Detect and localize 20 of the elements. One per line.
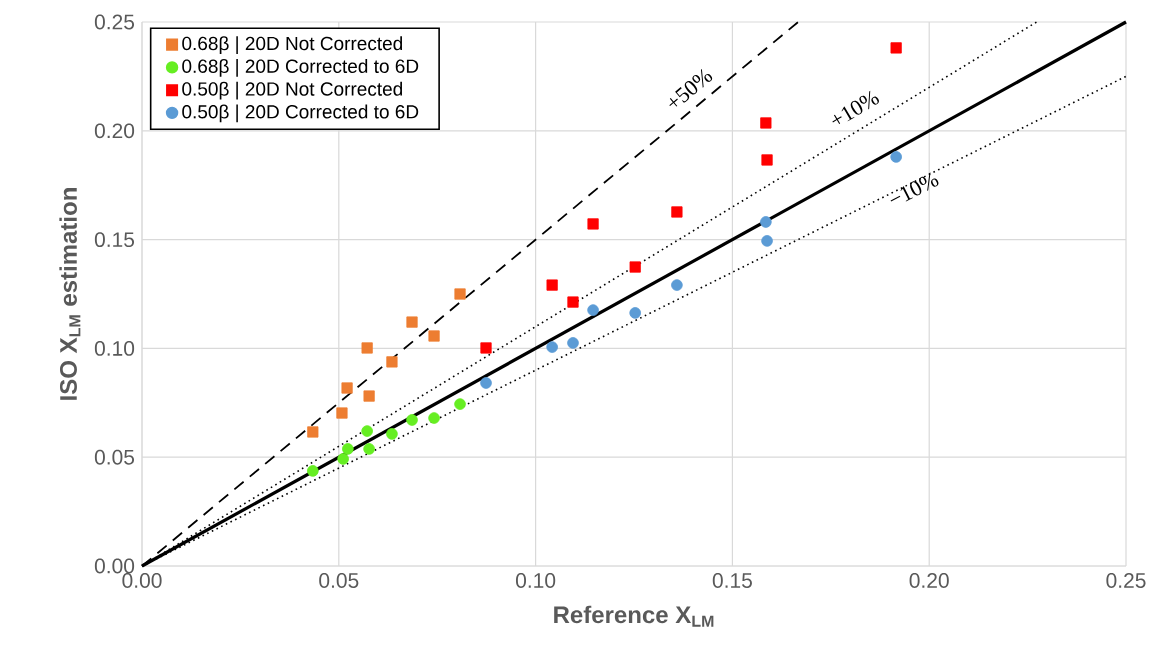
x-tick-label: 0.00 <box>122 573 162 588</box>
legend-label: 0.50β | 20D Corrected to 6D <box>182 104 419 123</box>
y-tick-label: 0.00 <box>94 558 135 574</box>
legend-label: 0.68β | 20D Corrected to 6D <box>182 59 419 77</box>
y-tick-label: 0.25 <box>94 14 135 30</box>
annotation: +10% <box>832 90 879 124</box>
x-tick-label: 0.25 <box>1106 573 1146 588</box>
legend-label: 0.50β | 20D Not Corrected <box>182 81 403 100</box>
x-tick-label: 0.05 <box>319 573 359 588</box>
x-tick-label: 0.15 <box>712 573 752 588</box>
legend-label: 0.68β | 20D Not Corrected <box>182 36 403 55</box>
x-axis-title: Reference X$_{LM}$ <box>554 605 714 627</box>
x-tick-label: 0.10 <box>515 573 556 588</box>
y-tick-label: 0.10 <box>94 340 135 356</box>
y-tick-label: 0.05 <box>94 449 135 465</box>
annotation: −10% <box>890 172 939 202</box>
y-tick-label: 0.20 <box>94 123 135 139</box>
y-axis-title: ISO X$_{LM}$ estimation <box>59 188 81 400</box>
x-tick-label: 0.20 <box>909 573 949 588</box>
y-tick-label: 0.15 <box>94 232 135 248</box>
